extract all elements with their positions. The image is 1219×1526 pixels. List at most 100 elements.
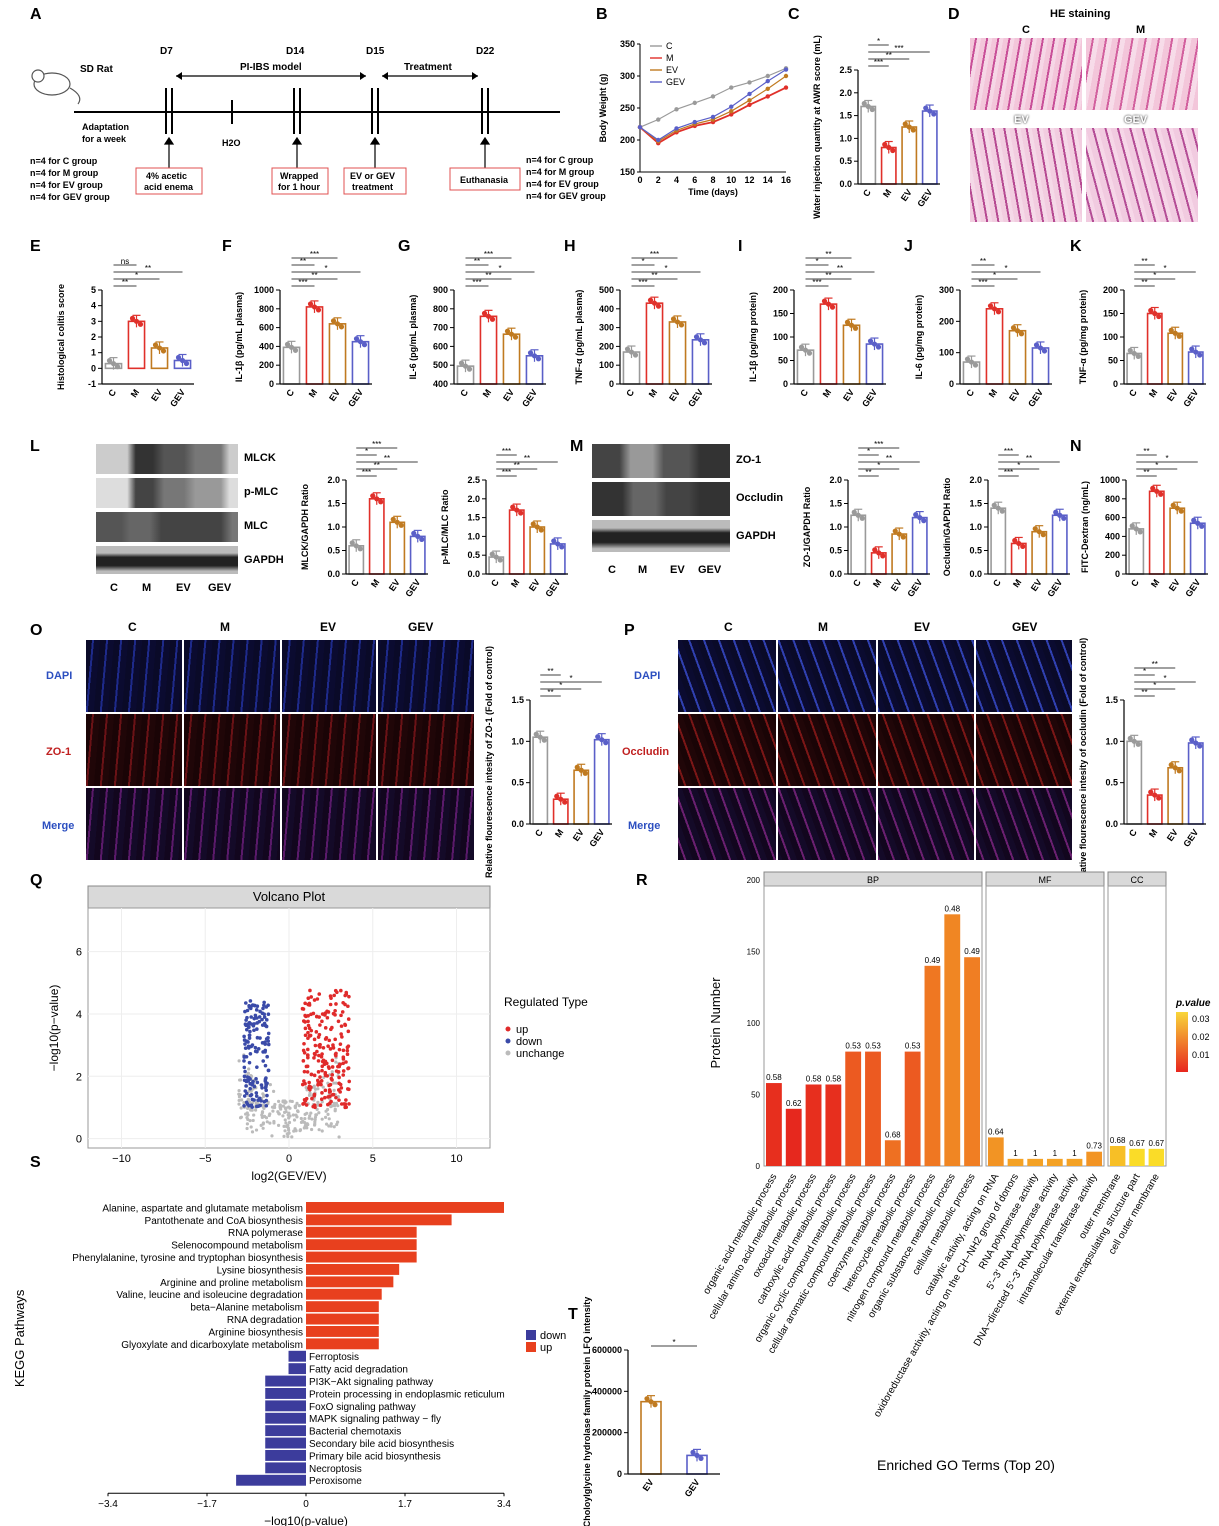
point-down <box>242 1054 246 1059</box>
point-up <box>346 1066 350 1071</box>
bar <box>1148 490 1165 575</box>
sig-mark: * <box>1163 264 1166 273</box>
data-point <box>806 350 813 356</box>
x-tick-label: 0 <box>637 175 642 185</box>
point-unchange <box>313 1115 318 1119</box>
point-unchange <box>287 1128 291 1132</box>
n-m-right: n=4 for M group <box>526 167 595 177</box>
point-up <box>315 1049 319 1054</box>
point-up <box>341 1069 346 1073</box>
point-up <box>314 1030 319 1034</box>
data-point <box>802 347 809 353</box>
kegg-bar <box>306 1301 379 1313</box>
y-tick-label: 2.0 <box>969 475 982 485</box>
x-tick-label: EV <box>641 1477 656 1493</box>
x-tick-label: EV <box>1167 577 1182 593</box>
data-point <box>512 334 519 340</box>
x-tick-label: GEV <box>915 187 934 208</box>
y-tick-label: 200000 <box>592 1428 622 1438</box>
point-down <box>242 1034 246 1039</box>
data-point <box>531 353 538 359</box>
data-point <box>485 313 492 319</box>
data-point <box>1129 523 1135 529</box>
point-up <box>319 1097 324 1101</box>
bar <box>1189 522 1206 575</box>
series-point <box>747 80 752 85</box>
y-tick-label: 400 <box>259 341 274 351</box>
point-up <box>339 988 343 993</box>
data-point <box>1197 743 1203 749</box>
y-tick-label: 1.0 <box>1105 736 1118 746</box>
point-unchange <box>271 1109 275 1113</box>
point-up <box>331 1046 336 1050</box>
data-point <box>1172 765 1178 771</box>
bar <box>529 526 546 575</box>
point-down <box>257 1015 262 1019</box>
kegg-bar <box>265 1437 306 1449</box>
go-bar <box>865 1051 881 1166</box>
point-up <box>341 1048 346 1053</box>
y-tick-label: 1 <box>91 348 96 358</box>
if-p-col-ev: EV <box>914 620 931 634</box>
y-tick-label: 400 <box>599 304 614 314</box>
point-up <box>306 1002 311 1007</box>
kegg-pathway-label: Protein processing in endoplasmic reticu… <box>309 1389 505 1400</box>
point-unchange <box>326 1112 330 1116</box>
kegg-pathway-label: Lysine biosynthesis <box>217 1265 303 1276</box>
point-unchange <box>260 1110 265 1114</box>
point-unchange <box>262 1115 266 1119</box>
data-point <box>284 341 291 347</box>
data-point <box>1135 741 1141 747</box>
point-up <box>306 1019 310 1024</box>
point-down <box>255 1065 259 1069</box>
data-point <box>1131 738 1137 744</box>
data-point <box>398 522 404 528</box>
point-unchange <box>334 1060 338 1064</box>
x-tick-label: C <box>458 387 470 398</box>
y-tick-label: 50 <box>778 356 788 366</box>
point-down <box>265 1054 269 1059</box>
panel-h-tnfa-plasma-chart: 0 100 200 300 400 500 TNF-α (pg/mL plasma) C M EV… <box>574 250 712 409</box>
series-point <box>783 73 789 79</box>
he-col-gev: GEV <box>1124 114 1148 126</box>
point-down <box>249 1015 253 1019</box>
point-up <box>312 1073 317 1078</box>
y-tick-label: 0.0 <box>327 569 340 579</box>
if-o-row-dapi: DAPI <box>46 670 73 682</box>
point-down <box>242 1059 246 1063</box>
y-tick-label: 50 <box>1108 356 1118 366</box>
data-point <box>179 357 186 364</box>
point-up <box>330 1073 335 1077</box>
rat-icon <box>31 69 81 105</box>
point-up <box>346 1017 351 1021</box>
point-unchange <box>288 1114 292 1118</box>
point-down <box>244 1084 248 1088</box>
point-up <box>328 1082 333 1087</box>
point-down <box>263 1040 267 1045</box>
y-axis-label: p-MLC/MLC Ratio <box>440 489 450 564</box>
data-point <box>530 521 536 527</box>
y-tick-label: 800 <box>1105 494 1120 504</box>
point-down <box>249 1103 253 1108</box>
data-point <box>152 342 159 348</box>
data-point <box>900 534 906 540</box>
panel-m-occludin-chart: 0.0 0.5 1.0 1.5 2.0 Occludin/GAPDH Ratio C M EV G… <box>942 447 1070 599</box>
sig-mark: ** <box>837 264 843 273</box>
go-bar-label: 0.64 <box>988 1127 1004 1136</box>
point-unchange <box>317 1111 321 1115</box>
data-point <box>694 1452 700 1458</box>
sig-mark: ** <box>1141 688 1147 697</box>
data-point <box>1057 512 1063 518</box>
x-tick-label: EV <box>501 387 516 403</box>
if-p-col-m: M <box>818 620 828 634</box>
point-unchange <box>268 1112 272 1116</box>
pvalue-legend-bar <box>1176 1012 1188 1072</box>
bar <box>1167 766 1184 825</box>
point-unchange <box>294 1128 298 1133</box>
panel-label-k: K <box>1070 238 1082 255</box>
kegg-bar <box>306 1288 382 1300</box>
point-down <box>243 1001 248 1005</box>
point-unchange <box>335 1122 339 1127</box>
data-point <box>852 325 859 331</box>
x-tick-label: GEV <box>683 1477 702 1498</box>
